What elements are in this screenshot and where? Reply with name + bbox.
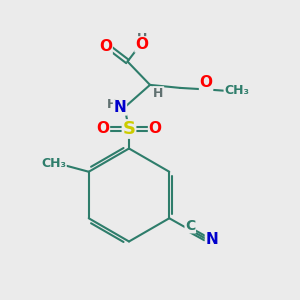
Text: N: N <box>114 100 126 115</box>
Text: O: O <box>96 121 110 136</box>
Text: N: N <box>206 232 218 247</box>
Text: O: O <box>200 75 213 90</box>
Text: H: H <box>107 98 117 112</box>
Text: CH₃: CH₃ <box>224 84 249 98</box>
Text: O: O <box>148 121 162 136</box>
Text: H: H <box>136 32 147 45</box>
Text: H: H <box>153 87 164 100</box>
Text: O: O <box>99 39 112 54</box>
Text: O: O <box>135 37 148 52</box>
Text: CH₃: CH₃ <box>41 157 66 170</box>
Text: C: C <box>185 219 195 233</box>
Text: S: S <box>122 120 136 138</box>
